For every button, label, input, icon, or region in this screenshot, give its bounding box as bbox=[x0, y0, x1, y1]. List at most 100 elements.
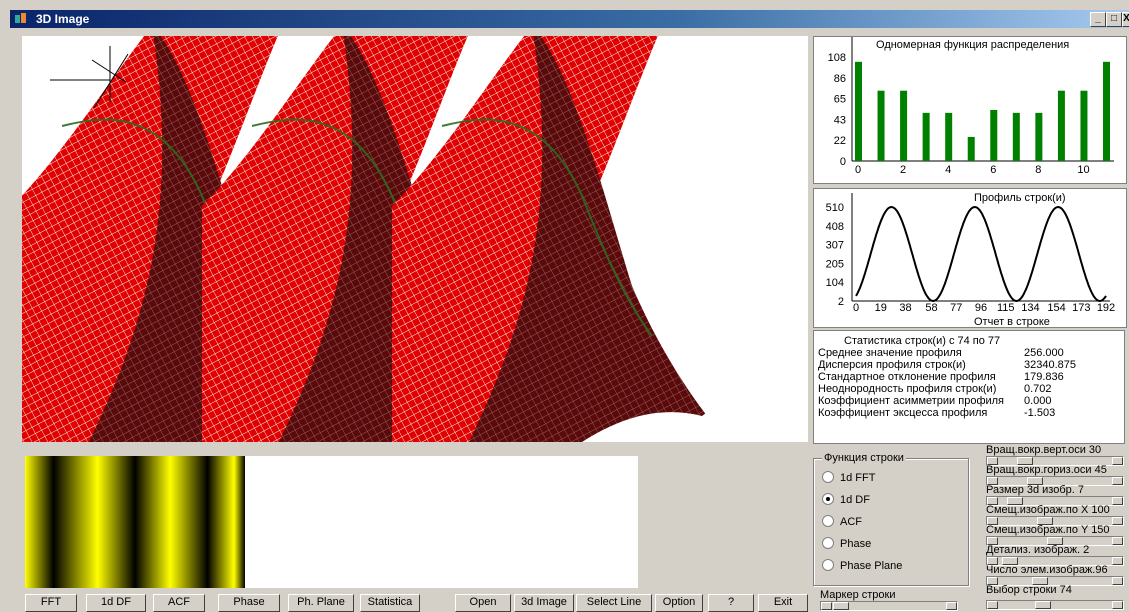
maximize-button[interactable]: □ bbox=[1106, 12, 1122, 27]
radio-1d-df[interactable]: 1d DF bbox=[822, 493, 870, 507]
prof-ytick-label: 2 bbox=[838, 296, 844, 308]
surface-front-edge bbox=[582, 336, 808, 442]
window-title: 3D Image bbox=[36, 12, 90, 26]
stats-mean-value: 256.000 bbox=[1024, 347, 1064, 359]
stripe-image bbox=[25, 456, 245, 588]
stats-skew-value: 0.000 bbox=[1024, 395, 1052, 407]
acf-button[interactable]: ACF bbox=[153, 594, 205, 612]
stats-kurt-value: -1.503 bbox=[1024, 407, 1056, 419]
slider-horiz[interactable] bbox=[986, 476, 1124, 486]
profile-title: Профиль строк(и) bbox=[974, 192, 1066, 204]
slider-count-label: Число элем.изображ.96 bbox=[986, 564, 1108, 576]
fft-button[interactable]: FFT bbox=[25, 594, 77, 612]
prof-ytick-label: 408 bbox=[826, 221, 844, 233]
slider-shifty[interactable] bbox=[986, 536, 1124, 546]
1d-df-button[interactable]: 1d DF bbox=[86, 594, 146, 612]
hist-xtick-label: 0 bbox=[855, 164, 861, 176]
stats-disp-label: Дисперсия профиля строк(и) bbox=[818, 359, 966, 371]
stats-title: Статистика строк(и) с 74 по 77 bbox=[844, 335, 1001, 347]
prof-xtick-label: 173 bbox=[1072, 302, 1090, 314]
phase-plane-button[interactable]: Ph. Plane bbox=[288, 594, 354, 612]
prof-ytick-label: 510 bbox=[826, 202, 844, 214]
radio-dot bbox=[822, 559, 834, 571]
prof-xtick-label: 58 bbox=[925, 302, 937, 314]
select-line-button[interactable]: Select Line bbox=[576, 594, 652, 612]
prof-xtick-label: 19 bbox=[875, 302, 887, 314]
profile-xlabel: Отчет в строке bbox=[974, 316, 1050, 327]
prof-xtick-label: 96 bbox=[975, 302, 987, 314]
3d-image-button[interactable]: 3d Image bbox=[514, 594, 574, 612]
slider-size[interactable] bbox=[986, 496, 1124, 506]
prof-xtick-label: 0 bbox=[853, 302, 859, 314]
profile-chart: Профиль строк(и) 2 104 205 307 408 510 0 19 38 58 7… bbox=[826, 192, 1116, 328]
title-bar[interactable]: 3D Image _ □ X bbox=[10, 10, 1129, 28]
slider-row[interactable] bbox=[986, 600, 1124, 610]
surface-ridge-mesh bbox=[202, 36, 468, 442]
hist-xtick-label: 8 bbox=[1035, 164, 1041, 176]
hist-xtick-label: 4 bbox=[945, 164, 951, 176]
hist-bar bbox=[1035, 112, 1043, 161]
axis-x-icon bbox=[91, 59, 127, 83]
slider-count[interactable] bbox=[986, 576, 1124, 586]
radio-dot bbox=[822, 537, 834, 549]
prof-ytick-label: 104 bbox=[826, 277, 844, 289]
hist-ytick-label: 43 bbox=[834, 114, 846, 126]
histogram-chart: Одномерная функция распределения 0 22 43 65 8… bbox=[828, 37, 1114, 176]
prof-xtick-label: 77 bbox=[950, 302, 962, 314]
hist-ytick-label: 108 bbox=[828, 52, 846, 64]
hist-bar bbox=[1103, 61, 1110, 161]
phase-button[interactable]: Phase bbox=[218, 594, 280, 612]
slider-row-label: Выбор строки 74 bbox=[986, 584, 1072, 596]
radio-dot bbox=[822, 515, 834, 527]
stats-nonuni-value: 0.702 bbox=[1024, 383, 1052, 395]
row-marker-line bbox=[441, 118, 653, 337]
surface-3d-canvas bbox=[22, 36, 808, 442]
stripe-image-view bbox=[25, 456, 638, 588]
stats-std-label: Стандартное отклонение профиля bbox=[818, 371, 996, 383]
hist-bar bbox=[1012, 112, 1020, 161]
slider-detail[interactable] bbox=[986, 556, 1124, 566]
radio-acf[interactable]: ACF bbox=[822, 515, 862, 529]
histogram-panel: Одномерная функция распределения 0 22 43 65 8… bbox=[813, 36, 1127, 184]
exit-button[interactable]: Exit bbox=[758, 594, 808, 612]
app-icon bbox=[15, 13, 26, 23]
hist-ytick-label: 86 bbox=[834, 73, 846, 85]
row-marker-slider[interactable] bbox=[820, 601, 958, 611]
close-button[interactable]: X bbox=[1122, 12, 1129, 27]
help-button[interactable]: ? bbox=[708, 594, 754, 612]
prof-xtick-label: 115 bbox=[997, 302, 1015, 314]
slider-shiftx-label: Смещ.изображ.по X 100 bbox=[986, 504, 1110, 516]
row-marker-label: Маркер строки bbox=[820, 589, 896, 601]
slider-vert[interactable] bbox=[986, 456, 1124, 466]
radio-phase[interactable]: Phase bbox=[822, 537, 871, 551]
slider-shifty-label: Смещ.изображ.по Y 150 bbox=[986, 524, 1110, 536]
profile-panel: Профиль строк(и) 2 104 205 307 408 510 0 19 38 58 7… bbox=[813, 188, 1127, 328]
hist-bar bbox=[990, 109, 998, 161]
prof-ytick-label: 307 bbox=[826, 240, 844, 252]
slider-shiftx[interactable] bbox=[986, 516, 1124, 526]
surface-ridge-mesh bbox=[392, 36, 658, 442]
hist-ytick-label: 22 bbox=[834, 135, 846, 147]
open-button[interactable]: Open bbox=[455, 594, 511, 612]
statistics-panel: Статистика строк(и) с 74 по 77 Среднее з… bbox=[813, 330, 1125, 444]
radio-dot-selected bbox=[822, 493, 834, 505]
hist-ytick-label: 0 bbox=[840, 156, 846, 168]
hist-bar bbox=[967, 136, 975, 161]
minimize-button[interactable]: _ bbox=[1090, 12, 1106, 27]
radio-phase-plane[interactable]: Phase Plane bbox=[822, 559, 902, 573]
statistics-button[interactable]: Statistica bbox=[360, 594, 420, 612]
surface-3d-view[interactable] bbox=[22, 36, 808, 442]
hist-bar bbox=[877, 90, 885, 161]
radio-dot bbox=[822, 471, 834, 483]
stats-mean-label: Среднее значение профиля bbox=[818, 347, 962, 359]
hist-xtick-label: 10 bbox=[1077, 164, 1089, 176]
stats-kurt-label: Коэффициент эксцесса профиля bbox=[818, 407, 988, 419]
prof-xtick-label: 134 bbox=[1021, 302, 1039, 314]
prof-ytick-label: 205 bbox=[826, 258, 844, 270]
hist-ytick-label: 65 bbox=[834, 94, 846, 106]
hist-bar bbox=[1057, 90, 1065, 161]
hist-bar bbox=[900, 90, 908, 161]
option-button[interactable]: Option bbox=[655, 594, 703, 612]
radio-1d-fft[interactable]: 1d FFT bbox=[822, 471, 875, 485]
